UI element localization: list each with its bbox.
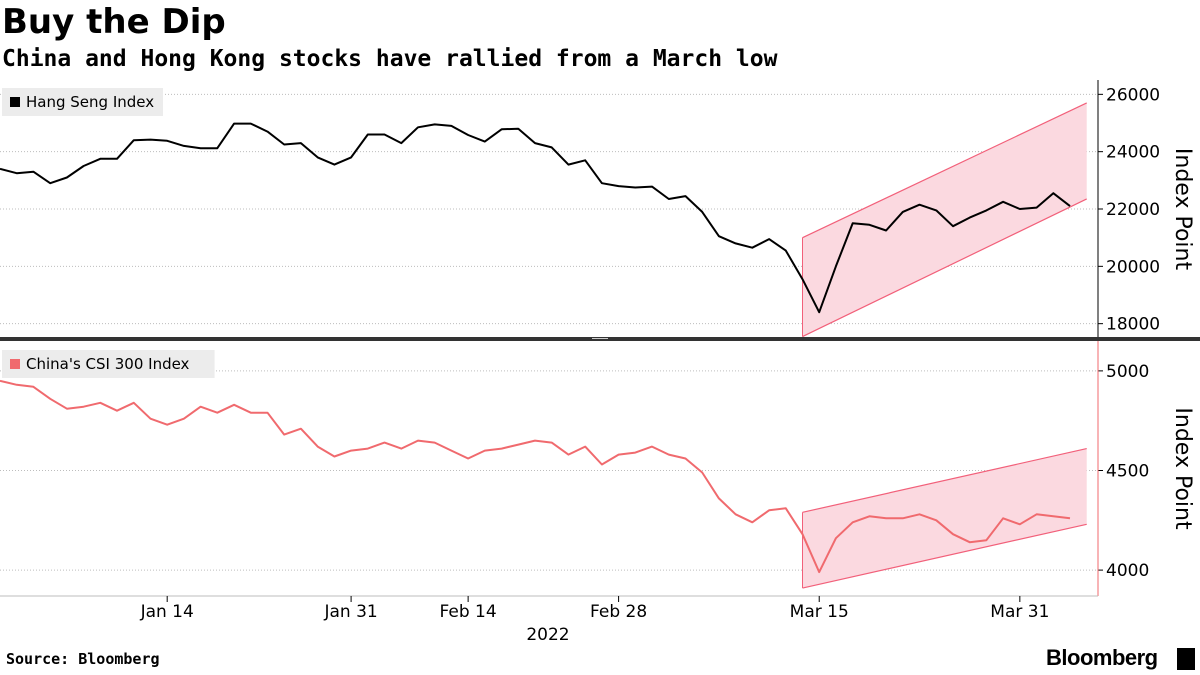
trend-channel-band xyxy=(802,448,1087,589)
legend-swatch xyxy=(10,359,20,369)
legend: China's CSI 300 Index xyxy=(2,350,215,378)
legend-label: China's CSI 300 Index xyxy=(26,355,190,373)
x-tick-label: Jan 14 xyxy=(140,602,194,622)
x-tick-label: Feb 14 xyxy=(440,602,497,622)
y-tick-label: 20000 xyxy=(1106,257,1160,277)
y-tick-label: 22000 xyxy=(1106,200,1160,220)
y-tick-label: 4000 xyxy=(1106,561,1149,581)
chart-subtitle: China and Hong Kong stocks have rallied … xyxy=(2,46,778,72)
y-tick-label: 18000 xyxy=(1106,315,1160,335)
x-tick-label: Jan 31 xyxy=(323,602,377,622)
y-tick-label: 4500 xyxy=(1106,461,1149,481)
y-tick-label: 24000 xyxy=(1106,143,1160,163)
x-tick-label: Mar 31 xyxy=(990,602,1049,622)
x-tick-label: Feb 28 xyxy=(590,602,647,622)
series-line xyxy=(0,379,1071,574)
chart-title: Buy the Dip xyxy=(2,2,226,42)
source-note: Source: Bloomberg xyxy=(6,650,160,668)
legend-background xyxy=(2,88,163,116)
channel-lower-edge xyxy=(802,523,1087,589)
channel-upper-edge xyxy=(802,102,1087,239)
y-axis-title: Index Point xyxy=(1170,407,1195,530)
y-tick-label: 5000 xyxy=(1106,362,1149,382)
legend-background xyxy=(2,350,215,378)
bloomberg-terminal-icon xyxy=(1177,648,1195,670)
channel-lower-edge xyxy=(802,198,1087,338)
trend-channel-band xyxy=(802,102,1087,337)
x-year-label: 2022 xyxy=(526,625,569,645)
y-tick-label: 26000 xyxy=(1106,85,1160,105)
legend-label: Hang Seng Index xyxy=(26,93,154,111)
legend: Hang Seng Index xyxy=(2,88,163,116)
bloomberg-logo: Bloomberg xyxy=(1046,645,1158,670)
series-line xyxy=(0,122,1071,314)
channel-upper-edge xyxy=(802,447,1087,513)
x-tick-label: Mar 15 xyxy=(790,602,849,622)
y-axis-title: Index Point xyxy=(1170,148,1195,271)
legend-swatch xyxy=(10,97,20,107)
